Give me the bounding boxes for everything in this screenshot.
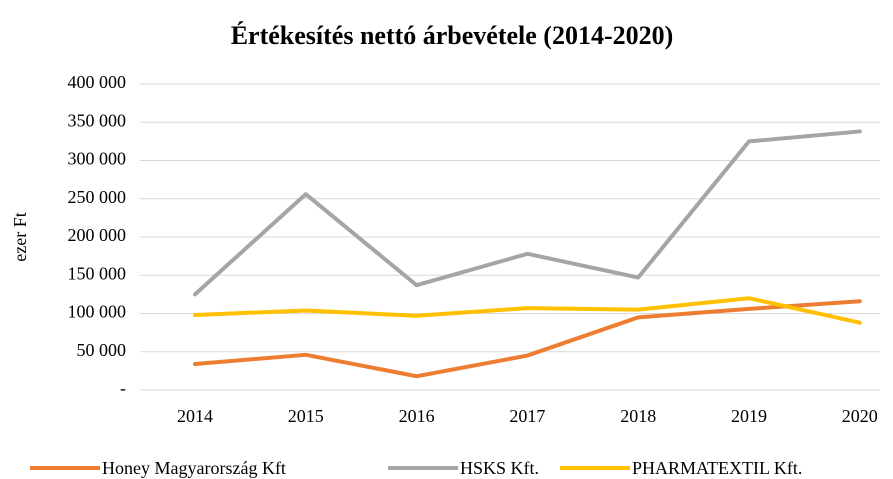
legend-label: HSKS Kft. <box>460 458 539 478</box>
y-tick-label: 50 000 <box>77 340 127 360</box>
legend-label: Honey Magyarország Kft <box>102 458 286 478</box>
y-tick-label: 150 000 <box>68 263 127 283</box>
legend-label: PHARMATEXTIL Kft. <box>632 458 802 478</box>
y-axis-label: ezer Ft <box>10 212 30 261</box>
x-tick-label: 2020 <box>842 406 878 426</box>
line-series <box>193 299 862 379</box>
y-tick-label: - <box>120 378 126 398</box>
y-tick-label: 400 000 <box>68 72 127 92</box>
line-series <box>193 296 862 325</box>
x-tick-label: 2015 <box>288 406 324 426</box>
x-tick-label: 2019 <box>731 406 767 426</box>
y-tick-label: 200 000 <box>68 225 127 245</box>
line-series <box>193 129 862 297</box>
y-tick-label: 100 000 <box>68 302 127 322</box>
x-tick-label: 2017 <box>509 406 545 426</box>
chart-title: Értékesítés nettó árbevétele (2014-2020) <box>231 21 674 50</box>
x-tick-label: 2016 <box>399 406 435 426</box>
x-tick-label: 2014 <box>177 406 213 426</box>
y-tick-label: 300 000 <box>68 149 127 169</box>
y-tick-label: 350 000 <box>68 110 127 130</box>
y-tick-label: 250 000 <box>68 187 127 207</box>
x-tick-label: 2018 <box>620 406 656 426</box>
